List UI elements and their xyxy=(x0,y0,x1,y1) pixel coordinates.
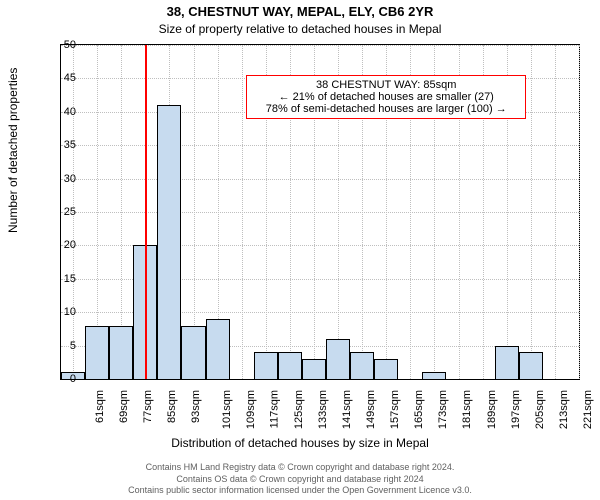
x-tick-label: 101sqm xyxy=(221,390,233,429)
x-tick-label: 77sqm xyxy=(142,390,154,423)
histogram-bar xyxy=(157,105,181,379)
figure: 38, CHESTNUT WAY, MEPAL, ELY, CB6 2YR Si… xyxy=(0,0,600,500)
histogram-bar xyxy=(302,359,326,379)
annotation-line: 78% of semi-detached houses are larger (… xyxy=(253,103,519,115)
x-tick-label: 221sqm xyxy=(582,390,594,429)
y-tick-label: 15 xyxy=(64,273,76,285)
footer-attribution: Contains HM Land Registry data © Crown c… xyxy=(0,462,600,496)
x-tick-label: 181sqm xyxy=(462,390,474,429)
x-tick-label: 213sqm xyxy=(558,390,570,429)
y-tick-label: 35 xyxy=(64,139,76,151)
x-tick-label: 125sqm xyxy=(293,390,305,429)
histogram-bar xyxy=(278,352,302,379)
y-tick-label: 25 xyxy=(64,206,76,218)
x-tick-label: 117sqm xyxy=(268,390,280,428)
annotation-box: 38 CHESTNUT WAY: 85sqm← 21% of detached … xyxy=(246,75,526,119)
x-tick-label: 61sqm xyxy=(94,390,106,423)
x-axis-label: Distribution of detached houses by size … xyxy=(0,436,600,450)
histogram-bar xyxy=(181,326,205,379)
x-tick-label: 109sqm xyxy=(245,390,257,429)
gridline-v xyxy=(555,45,556,379)
chart-title: 38, CHESTNUT WAY, MEPAL, ELY, CB6 2YR xyxy=(0,4,600,19)
x-tick-label: 69sqm xyxy=(118,390,130,423)
x-tick-label: 173sqm xyxy=(437,390,449,429)
annotation-line: ← 21% of detached houses are smaller (27… xyxy=(253,91,519,103)
y-tick-label: 10 xyxy=(64,306,76,318)
histogram-bar xyxy=(519,352,543,379)
histogram-bar xyxy=(326,339,350,379)
gridline-v xyxy=(579,45,580,379)
histogram-bar xyxy=(109,326,133,379)
histogram-bar xyxy=(350,352,374,379)
x-tick-label: 149sqm xyxy=(365,390,377,429)
annotation-line: 38 CHESTNUT WAY: 85sqm xyxy=(253,79,519,91)
y-tick-label: 50 xyxy=(64,39,76,51)
histogram-bar xyxy=(422,372,446,379)
plot-area: 38 CHESTNUT WAY: 85sqm← 21% of detached … xyxy=(60,44,580,380)
gridline-h xyxy=(61,179,579,180)
histogram-bar xyxy=(254,352,278,379)
footer-line-2: Contains OS data © Crown copyright and d… xyxy=(0,474,600,485)
chart-subtitle: Size of property relative to detached ho… xyxy=(0,22,600,36)
x-tick-label: 141sqm xyxy=(341,390,353,429)
y-tick-label: 30 xyxy=(64,173,76,185)
gridline-h xyxy=(61,45,579,46)
y-tick-label: 5 xyxy=(70,340,76,352)
histogram-bar xyxy=(374,359,398,379)
histogram-bar xyxy=(495,346,519,379)
gridline-v xyxy=(531,45,532,379)
x-tick-label: 197sqm xyxy=(510,390,522,429)
y-tick-label: 20 xyxy=(64,239,76,251)
histogram-bar xyxy=(85,326,109,379)
footer-line-3: Contains public sector information licen… xyxy=(0,485,600,496)
histogram-bar xyxy=(206,319,230,379)
footer-line-1: Contains HM Land Registry data © Crown c… xyxy=(0,462,600,473)
x-tick-label: 93sqm xyxy=(190,390,202,423)
x-tick-label: 85sqm xyxy=(166,390,178,423)
y-tick-label: 45 xyxy=(64,72,76,84)
x-tick-label: 165sqm xyxy=(413,390,425,429)
property-marker-line xyxy=(145,45,147,379)
gridline-h xyxy=(61,145,579,146)
gridline-v xyxy=(242,45,243,379)
x-tick-label: 189sqm xyxy=(486,390,498,429)
x-tick-label: 133sqm xyxy=(317,390,329,429)
x-tick-label: 157sqm xyxy=(389,390,401,429)
y-tick-label: 40 xyxy=(64,106,76,118)
x-tick-label: 205sqm xyxy=(534,390,546,429)
y-axis-label: Number of detached properties xyxy=(6,68,20,233)
gridline-h xyxy=(61,212,579,213)
y-tick-label: 0 xyxy=(70,373,76,385)
